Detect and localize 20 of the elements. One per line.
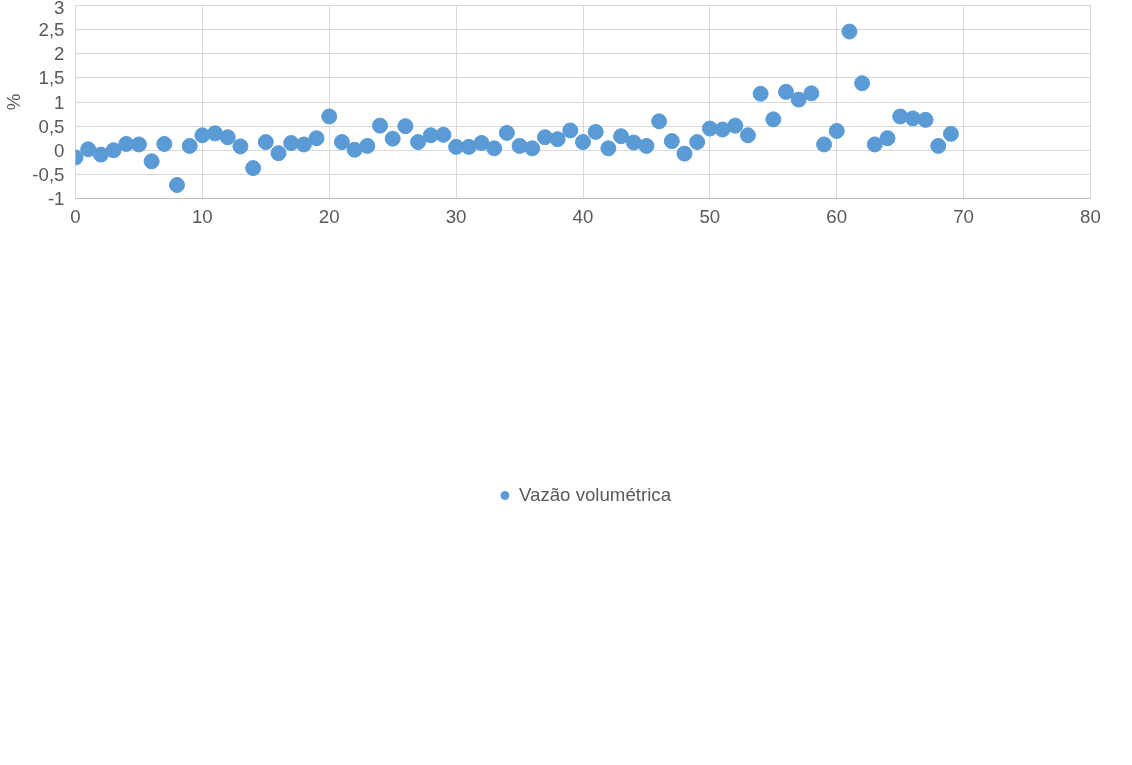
y-tick-label: -1 [47, 188, 65, 209]
x-tick-label: 0 [70, 205, 81, 227]
x-tick-label: 10 [192, 205, 213, 227]
x-tick-label: 70 [953, 205, 975, 227]
y-tick-label: 2,5 [38, 19, 65, 41]
y-tick-label: 0,5 [38, 115, 65, 137]
x-tick-label: 40 [572, 205, 594, 227]
y-tick-label: 0 [54, 139, 65, 161]
x-tick-label: 60 [826, 205, 848, 227]
y-tick-label: 1 [54, 91, 65, 113]
legend-label: Vazão volumétrica [518, 484, 672, 506]
x-tick-label: 30 [445, 205, 467, 227]
y-tick-label: 2 [54, 43, 65, 65]
y-tick-label: 1,5 [38, 67, 65, 89]
y-axis-title: % [3, 93, 25, 111]
x-tick-label: 20 [318, 205, 340, 227]
x-tick-label: 50 [699, 205, 721, 227]
y-tick-label: 3 [54, 0, 65, 18]
x-tick-label: 80 [1080, 205, 1101, 227]
y-tick-label: -0,5 [32, 163, 65, 185]
